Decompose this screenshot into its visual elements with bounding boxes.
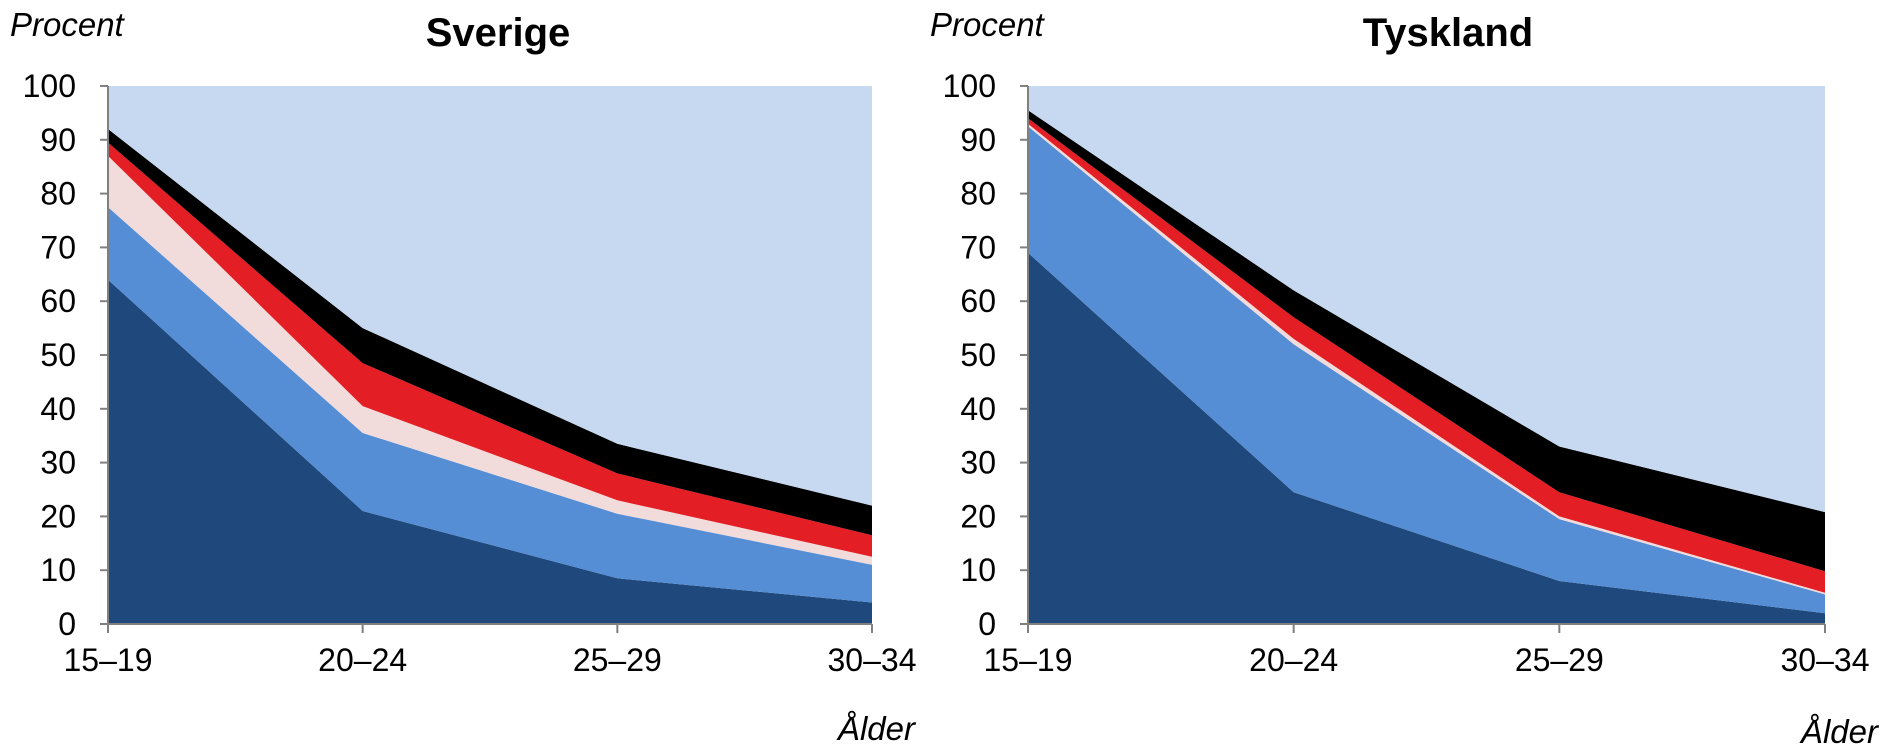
- y-axis-label: Procent: [930, 6, 1046, 43]
- axes-group: 0 10 20 30 40 50 60 70 80 90 100 15–19 20–24 25–29 30–…: [943, 68, 1870, 678]
- y-tick-label: 60: [40, 283, 76, 319]
- chart-panel-tyskland: Tyskland Procent Ålder 0 10 20 30 40 50 60 70 80…: [930, 6, 1880, 746]
- x-tick-label: 20–24: [1249, 642, 1338, 678]
- y-tick-label: 0: [58, 606, 76, 642]
- y-tick-label: 10: [40, 552, 76, 588]
- y-tick-label: 70: [960, 229, 996, 265]
- y-tick-label: 30: [960, 445, 996, 481]
- x-tick-label: 25–29: [1515, 642, 1604, 678]
- y-tick-label: 20: [960, 498, 996, 534]
- x-tick-label: 30–34: [1781, 642, 1870, 678]
- y-tick-label: 10: [960, 552, 996, 588]
- y-tick-label: 50: [40, 337, 76, 373]
- y-tick-label: 40: [40, 391, 76, 427]
- area-series-6: [108, 86, 872, 506]
- y-tick-label: 90: [960, 122, 996, 158]
- area-series-group: [108, 86, 872, 624]
- x-tick-label: 30–34: [828, 642, 917, 678]
- y-tick-label: 70: [40, 229, 76, 265]
- y-tick-label: 80: [960, 176, 996, 212]
- x-tick-label: 25–29: [573, 642, 662, 678]
- y-tick-label: 60: [960, 283, 996, 319]
- chart-panel-sverige: Sverige Procent Ålder 0 10 20 30 40 50 60 70 80 9…: [10, 6, 917, 746]
- y-tick-label: 0: [978, 606, 996, 642]
- y-axis-label: Procent: [10, 6, 126, 43]
- area-series-6: [1028, 86, 1825, 513]
- area-series-1: [1028, 252, 1825, 625]
- x-tick-label: 15–19: [64, 642, 153, 678]
- x-tick-label: 20–24: [318, 642, 407, 678]
- chart-title: Sverige: [426, 11, 571, 55]
- y-tick-label: 20: [40, 498, 76, 534]
- y-tick-label: 40: [960, 391, 996, 427]
- x-tick-label: 15–19: [984, 642, 1073, 678]
- x-axis-label: Ålder: [1799, 713, 1880, 746]
- y-tick-label: 100: [23, 68, 76, 104]
- area-series-1: [108, 279, 872, 624]
- y-tick-label: 100: [943, 68, 996, 104]
- chart-title: Tyskland: [1363, 11, 1533, 55]
- area-series-5: [1028, 110, 1825, 572]
- area-series-group: [1028, 86, 1825, 625]
- area-series-2: [108, 207, 872, 603]
- y-tick-label: 80: [40, 176, 76, 212]
- y-tick-label: 90: [40, 122, 76, 158]
- y-tick-label: 50: [960, 337, 996, 373]
- axes-group: 0 10 20 30 40 50 60 70 80 90 100 15–19 20–24 25–29 30–…: [23, 68, 917, 678]
- y-tick-label: 30: [40, 445, 76, 481]
- area-series-2: [1028, 126, 1825, 614]
- x-axis-label: Ålder: [836, 710, 917, 746]
- area-series-5: [108, 129, 872, 536]
